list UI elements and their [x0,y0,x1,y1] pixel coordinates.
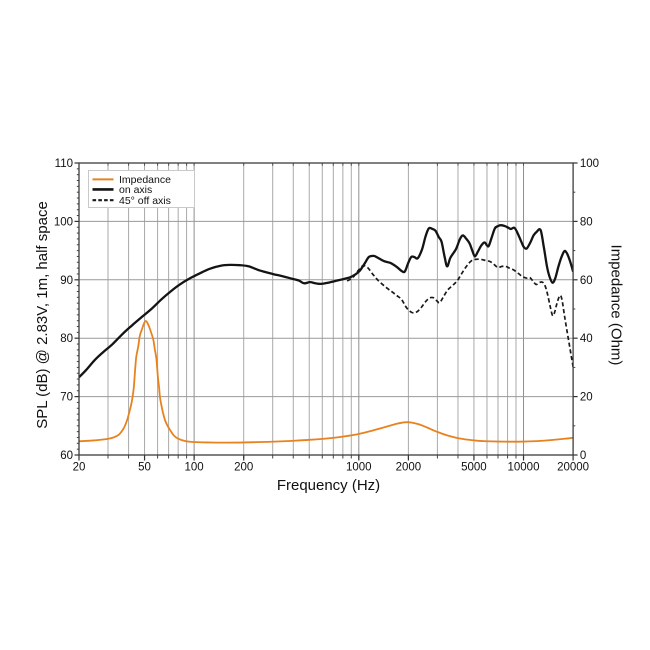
svg-text:Frequency (Hz): Frequency (Hz) [277,477,380,494]
svg-text:10000: 10000 [508,462,540,474]
svg-text:on axis: on axis [119,184,152,196]
svg-text:1000: 1000 [346,462,372,474]
svg-text:90: 90 [60,275,73,287]
svg-text:20: 20 [580,392,593,404]
svg-text:5000: 5000 [461,462,487,474]
svg-text:50: 50 [138,462,151,474]
svg-text:SPL (dB) @ 2.83V, 1m, half spa: SPL (dB) @ 2.83V, 1m, half space [34,201,51,429]
svg-text:100: 100 [185,462,204,474]
svg-text:Impedance (Ohm): Impedance (Ohm) [608,245,625,366]
svg-text:0: 0 [580,450,586,462]
svg-text:70: 70 [60,392,73,404]
svg-text:200: 200 [234,462,253,474]
svg-text:100: 100 [54,216,73,228]
svg-text:60: 60 [60,450,73,462]
svg-text:45° off axis: 45° off axis [119,195,171,207]
svg-text:20000: 20000 [557,462,589,474]
svg-text:40: 40 [580,333,593,345]
svg-text:2000: 2000 [396,462,422,474]
svg-text:100: 100 [580,158,599,170]
svg-text:20: 20 [73,462,86,474]
svg-text:110: 110 [55,158,73,170]
svg-text:Impedance: Impedance [119,174,171,186]
svg-text:60: 60 [580,275,593,287]
svg-text:80: 80 [580,216,593,228]
svg-text:80: 80 [60,333,73,345]
